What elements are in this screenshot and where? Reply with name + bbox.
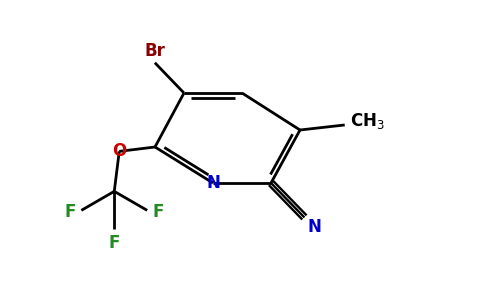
Text: N: N [307,218,321,236]
Text: F: F [65,203,76,221]
Text: Br: Br [144,42,166,60]
Text: F: F [152,203,164,221]
Text: F: F [108,234,120,252]
Text: O: O [112,142,126,160]
Text: CH$_3$: CH$_3$ [350,111,384,131]
Text: N: N [206,174,220,192]
